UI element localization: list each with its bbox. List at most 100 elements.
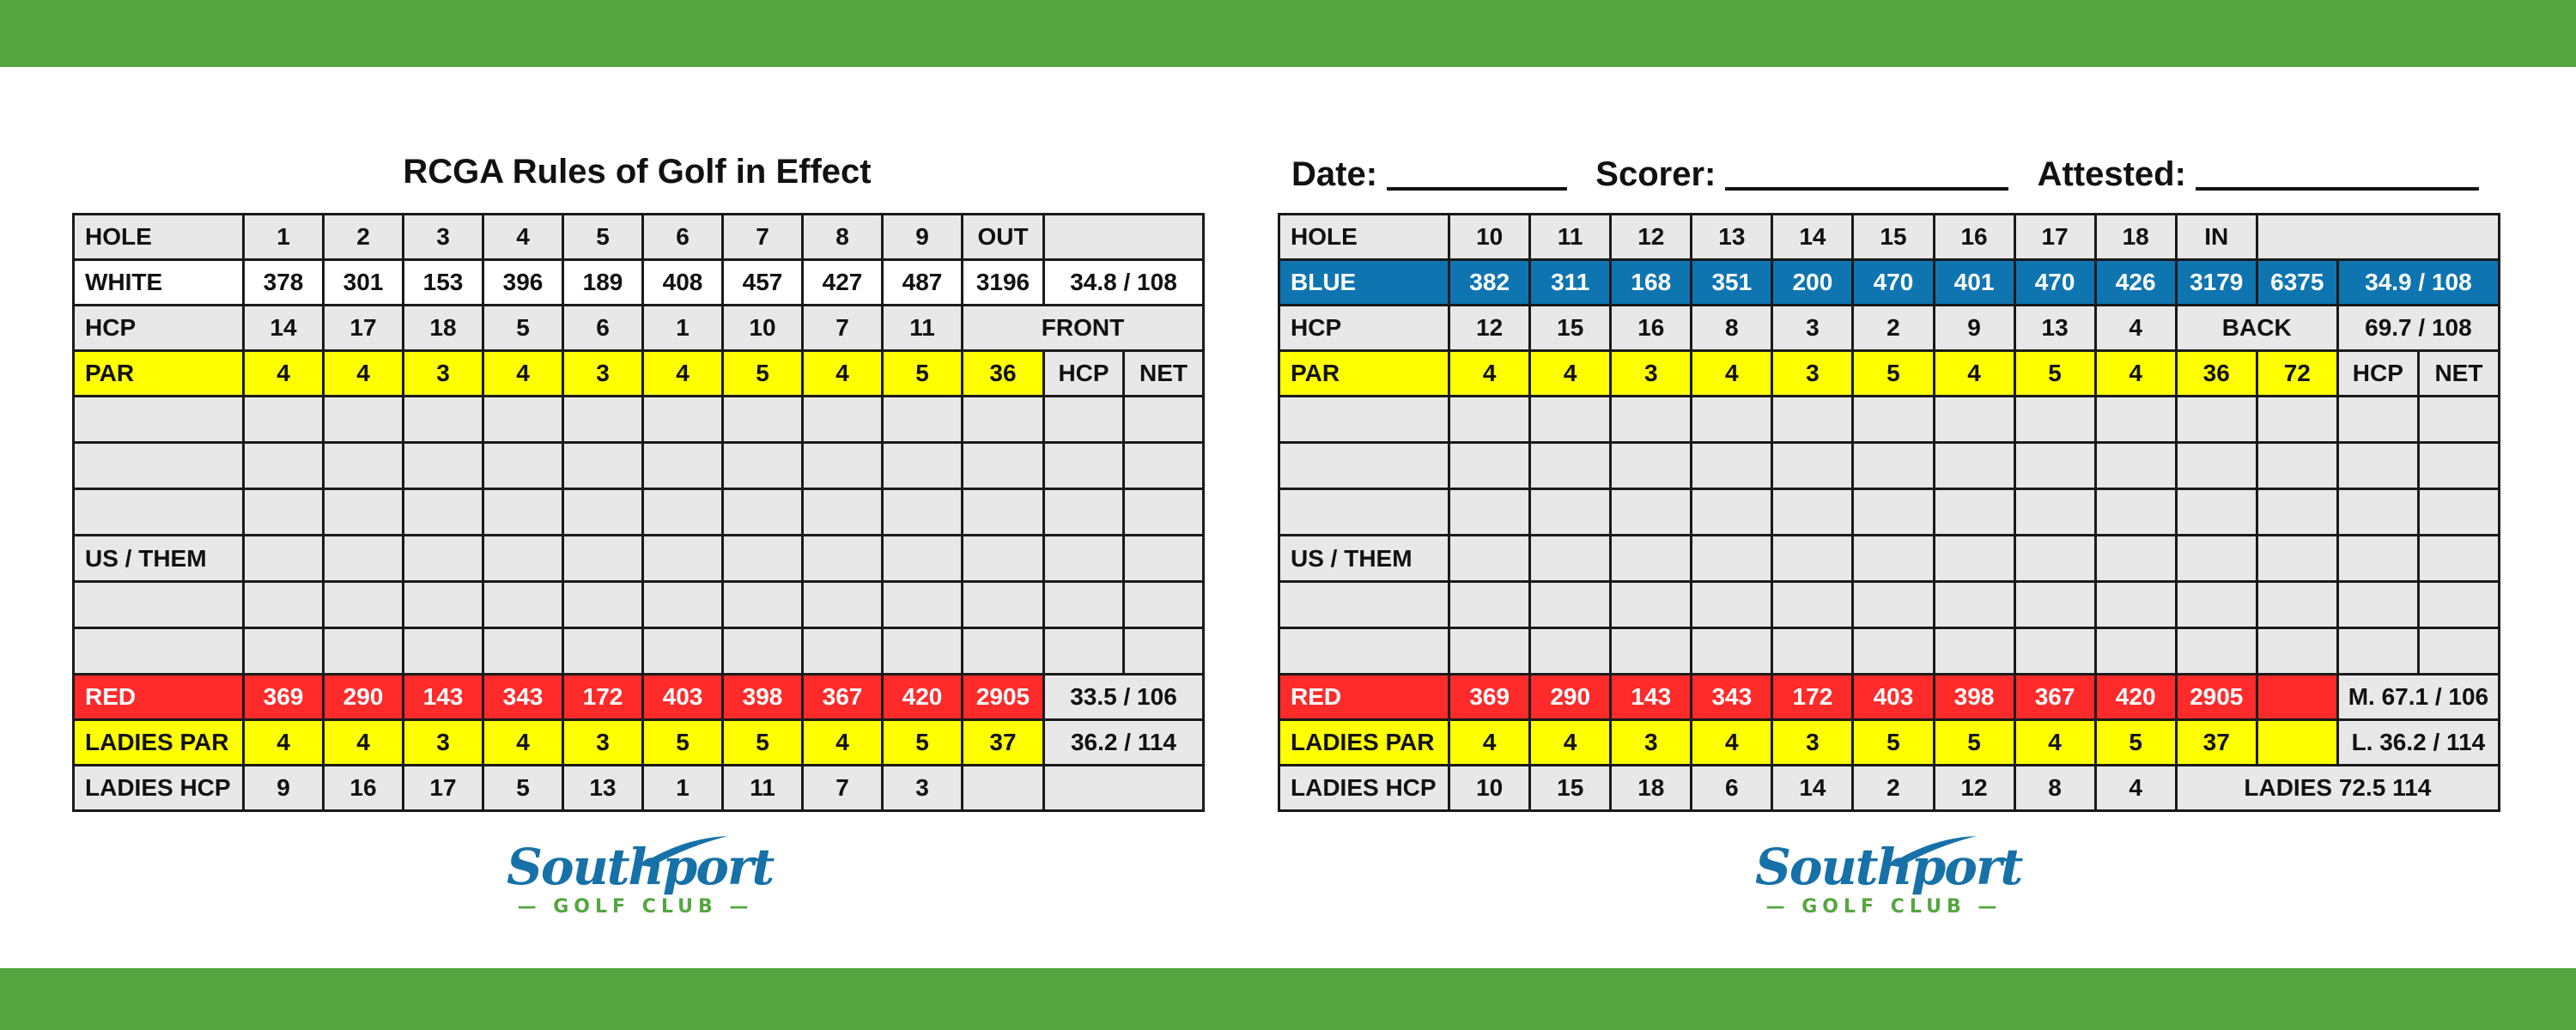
score-entry[interactable]: [482, 580, 564, 629]
score-entry[interactable]: [2093, 488, 2178, 536]
score-entry[interactable]: [881, 488, 963, 536]
score-entry[interactable]: [242, 580, 325, 629]
scorer-blank[interactable]: [1725, 153, 2009, 191]
score-entry[interactable]: [1528, 580, 1613, 629]
score-entry[interactable]: [1042, 488, 1125, 536]
score-entry[interactable]: [881, 580, 963, 629]
player-name-cell[interactable]: [72, 627, 245, 676]
score-entry[interactable]: [562, 627, 644, 676]
score-entry[interactable]: [322, 580, 404, 629]
score-entry[interactable]: [2255, 488, 2339, 536]
score-entry[interactable]: [2255, 441, 2339, 490]
score-entry[interactable]: [1609, 580, 1693, 629]
score-entry[interactable]: [322, 441, 404, 490]
score-entry[interactable]: [1771, 488, 1855, 536]
score-entry[interactable]: [1122, 580, 1205, 629]
score-entry[interactable]: [482, 534, 564, 583]
score-entry[interactable]: [2174, 627, 2258, 676]
score-entry[interactable]: [2336, 580, 2420, 629]
score-entry[interactable]: [2416, 488, 2501, 536]
date-blank[interactable]: [1387, 153, 1568, 191]
score-entry[interactable]: [961, 580, 1045, 629]
score-entry[interactable]: [801, 441, 884, 490]
score-entry[interactable]: [2416, 395, 2501, 444]
score-entry[interactable]: [482, 627, 564, 676]
player-name-cell[interactable]: [72, 580, 245, 629]
score-entry[interactable]: [721, 488, 804, 536]
score-entry[interactable]: [961, 488, 1045, 536]
score-entry[interactable]: [2093, 580, 2178, 629]
score-entry[interactable]: [2013, 534, 2097, 583]
score-entry[interactable]: [2255, 395, 2339, 444]
score-entry[interactable]: [1851, 627, 1935, 676]
score-entry[interactable]: [2416, 441, 2501, 490]
score-entry[interactable]: [1609, 488, 1693, 536]
score-entry[interactable]: [2336, 395, 2420, 444]
score-entry[interactable]: [1122, 488, 1205, 536]
score-entry[interactable]: [961, 395, 1045, 444]
score-entry[interactable]: [1690, 488, 1774, 536]
score-entry[interactable]: [1690, 627, 1774, 676]
score-entry[interactable]: [1851, 441, 1935, 490]
player-name-cell[interactable]: [72, 395, 245, 444]
score-entry[interactable]: [2093, 534, 2178, 583]
score-entry[interactable]: [1042, 441, 1125, 490]
score-entry[interactable]: [2093, 395, 2178, 444]
score-entry[interactable]: [482, 488, 564, 536]
score-entry[interactable]: [322, 627, 404, 676]
score-entry[interactable]: [1932, 395, 2016, 444]
score-entry[interactable]: [1771, 534, 1855, 583]
score-entry[interactable]: [402, 395, 484, 444]
score-entry[interactable]: [2255, 534, 2339, 583]
score-entry[interactable]: [1690, 534, 1774, 583]
score-entry[interactable]: [641, 395, 724, 444]
player-name-cell[interactable]: [1277, 395, 1451, 444]
score-entry[interactable]: [1448, 534, 1532, 583]
score-entry[interactable]: [721, 534, 804, 583]
score-entry[interactable]: [482, 395, 564, 444]
score-entry[interactable]: [641, 441, 724, 490]
score-entry[interactable]: [562, 395, 644, 444]
score-entry[interactable]: [641, 488, 724, 536]
score-entry[interactable]: [721, 627, 804, 676]
score-entry[interactable]: [1851, 395, 1935, 444]
player-name-cell[interactable]: [1277, 488, 1451, 536]
score-entry[interactable]: [1122, 395, 1205, 444]
score-entry[interactable]: [1771, 395, 1855, 444]
score-entry[interactable]: [881, 441, 963, 490]
player-name-cell[interactable]: [72, 441, 245, 490]
score-entry[interactable]: [961, 627, 1045, 676]
score-entry[interactable]: [322, 488, 404, 536]
player-name-cell[interactable]: [1277, 627, 1451, 676]
score-entry[interactable]: [1042, 534, 1125, 583]
score-entry[interactable]: [1042, 395, 1125, 444]
score-entry[interactable]: [1690, 395, 1774, 444]
score-entry[interactable]: [721, 441, 804, 490]
score-entry[interactable]: [881, 534, 963, 583]
score-entry[interactable]: [2416, 534, 2501, 583]
score-entry[interactable]: [1932, 580, 2016, 629]
score-entry[interactable]: [242, 534, 325, 583]
score-entry[interactable]: [1528, 627, 1613, 676]
score-entry[interactable]: [2255, 627, 2339, 676]
score-entry[interactable]: [1932, 441, 2016, 490]
score-entry[interactable]: [1851, 488, 1935, 536]
score-entry[interactable]: [2013, 395, 2097, 444]
score-entry[interactable]: [2336, 441, 2420, 490]
score-entry[interactable]: [1771, 627, 1855, 676]
attested-blank[interactable]: [2196, 153, 2480, 191]
score-entry[interactable]: [562, 580, 644, 629]
score-entry[interactable]: [801, 395, 884, 444]
score-entry[interactable]: [961, 534, 1045, 583]
score-entry[interactable]: [1042, 627, 1125, 676]
score-entry[interactable]: [2336, 534, 2420, 583]
score-entry[interactable]: [2255, 580, 2339, 629]
score-entry[interactable]: [721, 395, 804, 444]
score-entry[interactable]: [562, 441, 644, 490]
score-entry[interactable]: [1932, 627, 2016, 676]
score-entry[interactable]: [1609, 534, 1693, 583]
score-entry[interactable]: [1448, 488, 1532, 536]
player-name-cell[interactable]: [1277, 580, 1451, 629]
score-entry[interactable]: [2174, 395, 2258, 444]
score-entry[interactable]: [562, 534, 644, 583]
